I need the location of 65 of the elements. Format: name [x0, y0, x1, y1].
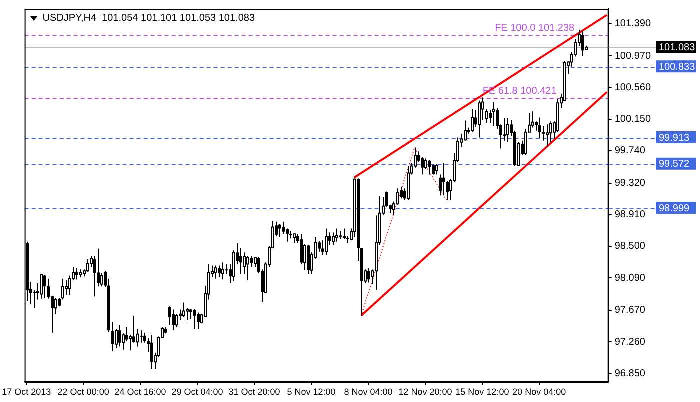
candlestick — [581, 30, 584, 57]
candlestick — [118, 324, 121, 348]
candlestick — [172, 309, 175, 332]
candlestick — [542, 126, 545, 142]
candlestick — [150, 334, 153, 370]
x-tick-label: 31 Oct 20:00 — [228, 387, 280, 398]
ref-line-label: 99.572 — [659, 159, 690, 170]
candlestick — [168, 306, 171, 326]
x-tick-label: 8 Nov 04:00 — [344, 387, 393, 398]
candlestick — [140, 330, 143, 344]
ref-line-label: 98.999 — [659, 203, 690, 214]
y-tick-label: 99.320 — [614, 178, 646, 190]
y-tick-label: 98.910 — [614, 210, 646, 221]
candlestick — [278, 224, 281, 238]
candlestick — [421, 156, 424, 176]
y-tick-label: 100.970 — [614, 50, 652, 62]
candlestick — [538, 117, 541, 140]
candlestick — [97, 248, 100, 288]
y-tick-label: 100.560 — [614, 82, 652, 94]
candlestick — [193, 308, 196, 330]
candlestick — [225, 264, 228, 275]
candlestick — [93, 256, 96, 298]
x-tick-label: 22 Oct 00:00 — [58, 387, 110, 398]
candlestick — [367, 268, 370, 284]
candlestick — [125, 326, 128, 342]
candlestick — [503, 118, 506, 142]
annotation: FE 100.0 101.238 — [495, 23, 576, 34]
x-tick-label: 24 Oct 16:00 — [114, 387, 166, 398]
y-tick-label: 98.500 — [614, 241, 646, 252]
candlestick — [218, 265, 221, 278]
y-tick-label: 98.090 — [614, 272, 646, 284]
candlestick — [239, 248, 242, 275]
y-tick-label: 100.150 — [614, 114, 652, 126]
candlestick — [432, 164, 435, 176]
x-tick-label: 15 Nov 12:00 — [456, 387, 510, 398]
candlestick — [289, 230, 292, 240]
candlestick — [446, 180, 449, 201]
y-tick-label: 101.390 — [614, 18, 652, 30]
x-tick-label: 29 Oct 04:00 — [172, 387, 224, 398]
candlestick — [197, 312, 200, 330]
candlestick — [33, 290, 36, 309]
candlestick — [286, 228, 289, 242]
candlestick — [43, 274, 46, 299]
y-tick-label: 96.850 — [614, 368, 646, 380]
candlestick — [442, 162, 445, 196]
candlestick — [343, 228, 346, 240]
ref-line-label: 99.913 — [659, 132, 690, 144]
candlestick — [111, 322, 114, 352]
candlestick — [282, 221, 285, 235]
y-tick-label: 97.670 — [614, 305, 646, 316]
candlestick — [189, 308, 192, 320]
x-tick-label: 5 Nov 12:00 — [287, 387, 336, 398]
ref-line-label: 100.833 — [659, 62, 696, 73]
candlestick — [75, 268, 78, 280]
candlestick — [143, 332, 146, 344]
y-tick-label: 97.260 — [614, 336, 646, 348]
chart-title: USDJPY,H4 101.054 101.101 101.053 101.083 — [42, 13, 256, 24]
y-tick-label: 99.740 — [614, 146, 646, 157]
candlestick — [321, 240, 324, 256]
x-tick-label: 17 Oct 2013 — [2, 387, 52, 398]
candlestick — [428, 160, 431, 176]
ref-line-label: 101.083 — [659, 42, 696, 54]
x-tick-label: 12 Nov 20:00 — [398, 387, 452, 398]
candlestick — [250, 256, 253, 268]
x-tick-label: 20 Nov 04:00 — [512, 387, 566, 398]
